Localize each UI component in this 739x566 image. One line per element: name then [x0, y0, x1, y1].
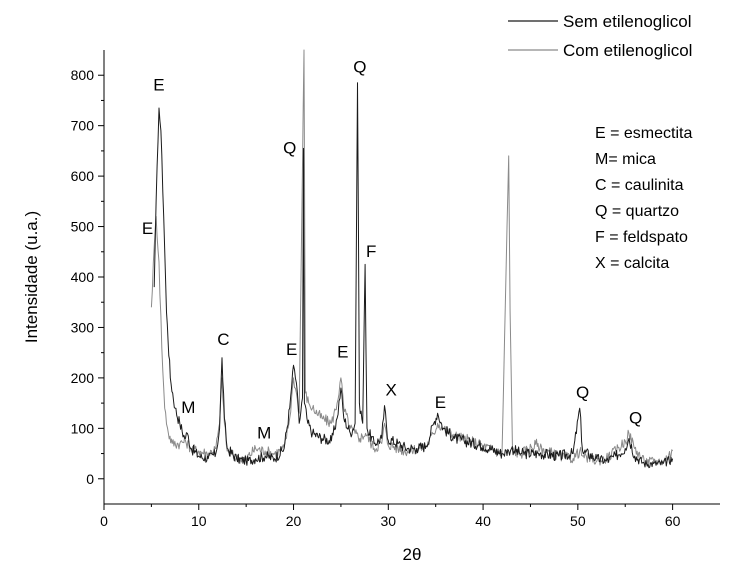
x-tick-label: 60: [665, 513, 681, 529]
peak-label: Q: [283, 138, 296, 157]
peak-label: Q: [353, 58, 366, 77]
x-tick-label: 0: [100, 513, 108, 529]
peak-label: Q: [576, 383, 589, 402]
peak-label: C: [217, 330, 229, 349]
x-tick-label: 50: [570, 513, 586, 529]
y-tick-label: 500: [71, 219, 95, 235]
annotations: E E M C M E Q E Q F X E Q Q: [142, 58, 642, 443]
peak-label: M: [181, 398, 195, 417]
peak-label: X: [385, 381, 396, 400]
y-tick-label: 200: [71, 370, 95, 386]
key-item-quartzo: Q = quartzo: [595, 203, 679, 220]
x-tick-label: 30: [381, 513, 397, 529]
peak-label: E: [286, 340, 297, 359]
abbreviation-key: E = esmectita M= mica C = caulinita Q = …: [595, 125, 692, 272]
y-tick-label: 700: [71, 118, 95, 134]
peak-label: E: [142, 219, 153, 238]
key-item-calcita: X = calcita: [595, 255, 669, 272]
peak-label: Q: [629, 408, 642, 427]
y-tick-label: 300: [71, 319, 95, 335]
key-item-mica: M= mica: [595, 151, 656, 168]
series-line-0: [153, 82, 674, 469]
y-tick-label: 800: [71, 67, 95, 83]
peak-label: F: [366, 242, 376, 261]
y-tick-label: 400: [71, 269, 95, 285]
peak-label: M: [257, 423, 271, 442]
series-layer: [150, 49, 674, 469]
peak-label: E: [337, 343, 348, 362]
y-tick-label: 100: [71, 420, 95, 436]
x-tick-label: 20: [286, 513, 302, 529]
x-tick-label: 10: [191, 513, 207, 529]
x-tick-label: 40: [475, 513, 491, 529]
y-tick-label: 0: [86, 471, 94, 487]
legend: Sem etilenoglicol Com etilenoglicol: [508, 12, 692, 60]
legend-label-sem: Sem etilenoglicol: [563, 12, 692, 31]
peak-label: E: [435, 393, 446, 412]
key-item-esmectita: E = esmectita: [595, 125, 692, 142]
y-axis-title: Intensidade (u.a.): [22, 211, 41, 343]
y-tick-label: 600: [71, 168, 95, 184]
key-item-caulinita: C = caulinita: [595, 177, 684, 194]
x-axis-title: 2θ: [403, 545, 422, 564]
peak-label: E: [153, 75, 164, 94]
legend-label-com: Com etilenoglicol: [563, 41, 692, 60]
key-item-feldspato: F = feldspato: [595, 229, 688, 246]
